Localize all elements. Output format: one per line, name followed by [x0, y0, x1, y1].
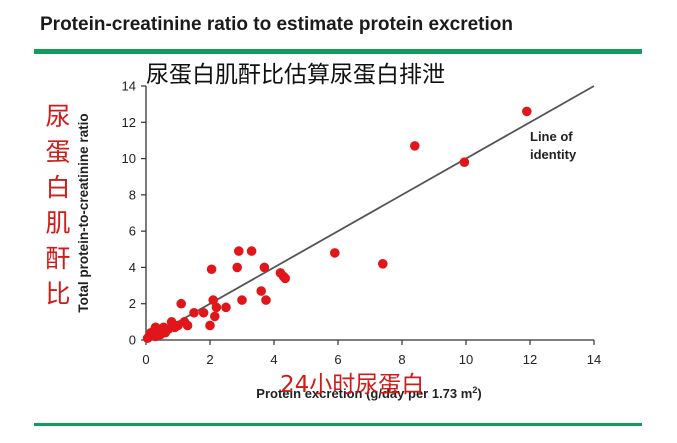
- x-tick-label: 2: [206, 352, 213, 367]
- y-overlay-char: 比: [45, 280, 70, 309]
- data-point: [459, 157, 470, 167]
- y-tick-label: 2: [129, 296, 136, 311]
- data-point: [234, 246, 244, 256]
- x-tick-label: 8: [398, 352, 405, 367]
- y-tick-label: 4: [129, 260, 136, 275]
- y-overlay-char: 酐: [45, 244, 70, 273]
- identity-line-label: Line of: [530, 129, 573, 144]
- data-point: [211, 302, 222, 313]
- y-tick-label: 8: [129, 187, 136, 202]
- data-point: [256, 286, 267, 296]
- data-point: [259, 262, 270, 273]
- data-point: [206, 264, 217, 275]
- x-axis-overlay-label: 24小时尿蛋白: [280, 372, 424, 398]
- data-point: [176, 298, 186, 309]
- y-axis-overlay-label: 尿蛋白肌酐比: [45, 102, 70, 309]
- data-point: [189, 307, 199, 318]
- top-divider: [34, 49, 642, 54]
- data-point: [208, 295, 218, 305]
- data-point: [330, 248, 340, 258]
- chart-title-overlay: 尿蛋白肌酐比估算尿蛋白排泄: [146, 62, 445, 88]
- identity-line: [145, 85, 595, 341]
- chart-axes: [145, 86, 594, 341]
- y-overlay-char: 肌: [45, 209, 70, 238]
- x-tick-label: 0: [142, 352, 149, 367]
- x-tick-label: 6: [334, 352, 341, 367]
- y-overlay-char: 蛋: [45, 138, 70, 167]
- data-point: [182, 320, 193, 331]
- x-tick-label: 14: [587, 352, 601, 367]
- data-point: [198, 307, 209, 318]
- y-axis-label: Total protein-to-creatinine ratio: [76, 113, 91, 312]
- data-point: [246, 246, 257, 256]
- page-title: Protein-creatinine ratio to estimate pro…: [40, 14, 513, 35]
- y-overlay-char: 白: [45, 173, 70, 202]
- bottom-divider: [34, 423, 642, 426]
- x-tick-label: 10: [459, 352, 473, 367]
- data-point: [261, 295, 271, 305]
- data-point: [210, 311, 220, 322]
- y-tick-label: 14: [122, 79, 136, 94]
- y-tick-label: 12: [122, 115, 136, 130]
- data-point: [280, 273, 291, 284]
- data-point: [522, 106, 532, 117]
- data-point: [221, 302, 231, 313]
- y-tick-label: 6: [129, 224, 136, 239]
- y-overlay-char: 尿: [45, 102, 70, 131]
- data-point: [237, 295, 247, 305]
- data-point: [378, 259, 388, 269]
- y-tick-label: 0: [129, 333, 136, 348]
- x-axis-label: Protein excretion (g/day per 1.73 m2): [256, 385, 481, 401]
- x-tick-label: 4: [270, 352, 277, 367]
- data-point: [232, 262, 242, 273]
- data-point: [410, 141, 420, 151]
- data-point: [205, 320, 215, 331]
- x-tick-label: 12: [523, 352, 537, 367]
- y-tick-label: 10: [122, 151, 136, 166]
- identity-line-label-2: identity: [530, 147, 577, 162]
